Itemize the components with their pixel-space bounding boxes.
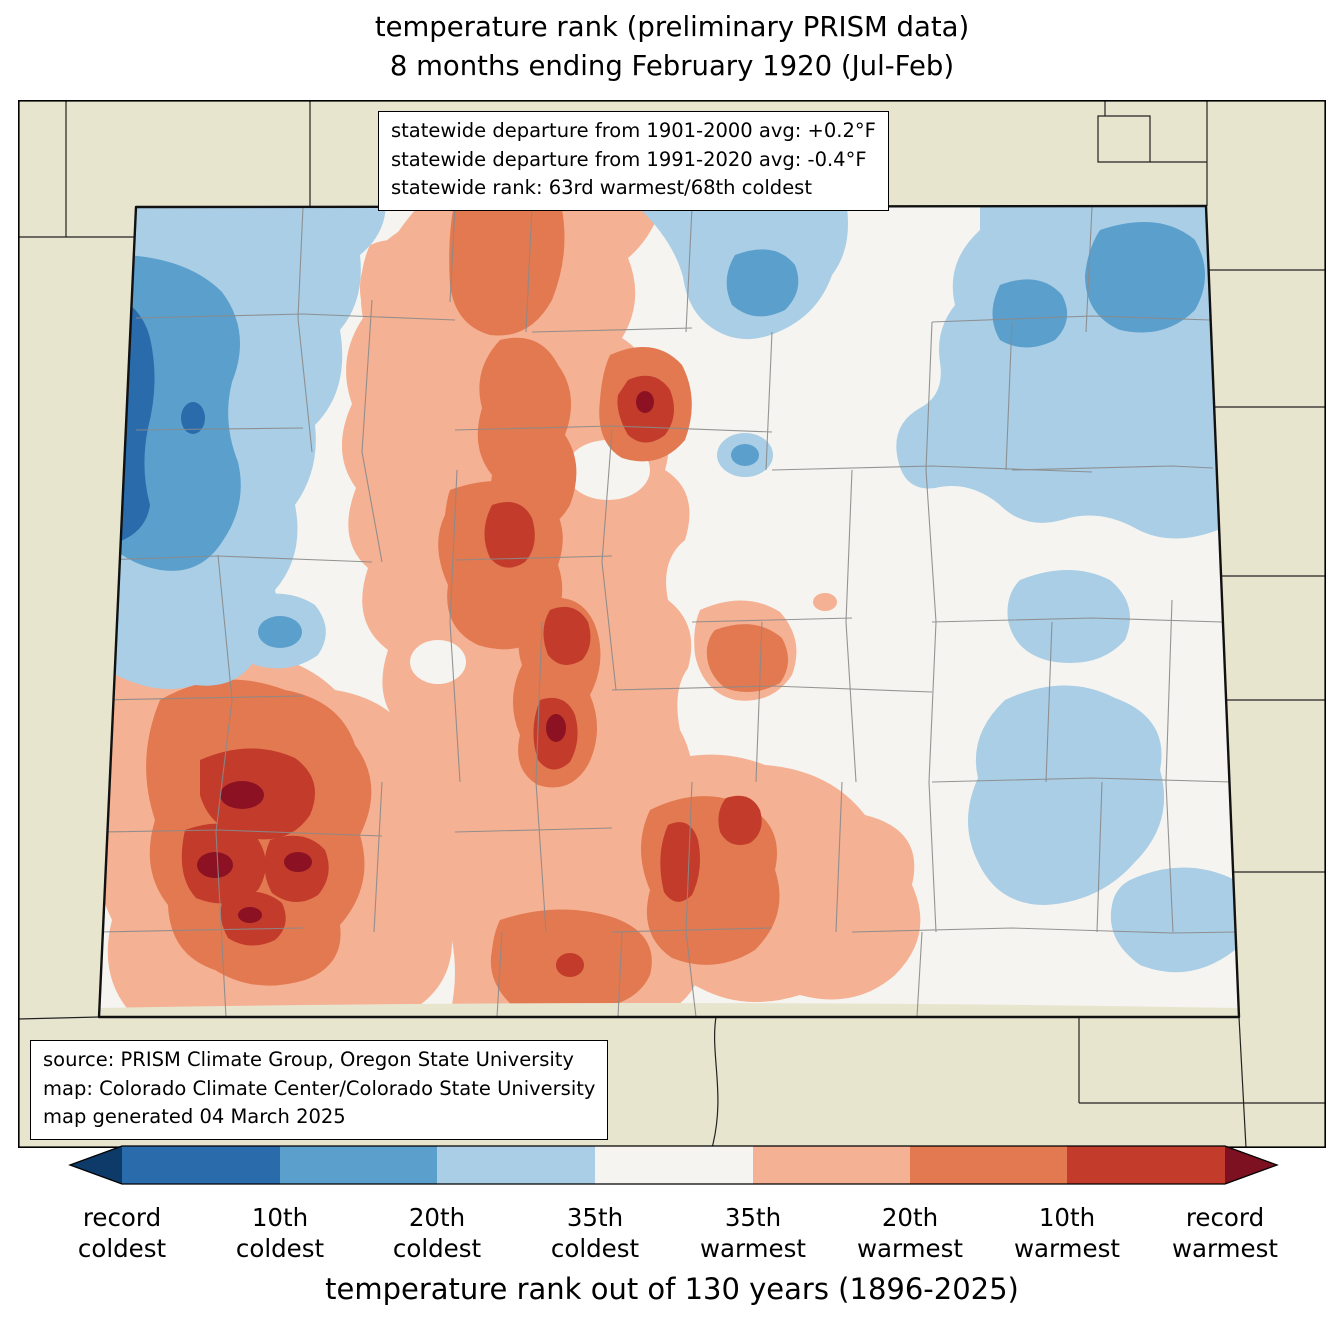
rank-colorbar <box>68 1145 1279 1185</box>
colorbar-segment <box>753 1146 910 1184</box>
colorbar-left-arrow <box>70 1146 122 1184</box>
colorbar-label-record-coldest: record coldest <box>77 1203 167 1263</box>
colorbar-segment <box>910 1146 1067 1184</box>
title-line-2: 8 months ending February 1920 (Jul-Feb) <box>389 50 955 82</box>
colorbar-label-10th-warmest: 10th warmest <box>1013 1203 1120 1263</box>
colorbar-label-35th-warmest: 35th warmest <box>699 1203 806 1263</box>
source-credit-box: source: PRISM Climate Group, Oregon Stat… <box>30 1040 609 1140</box>
warm-medium-regions <box>146 206 789 1012</box>
colorbar-segment <box>122 1146 280 1184</box>
colorbar-label-20th-warmest: 20th warmest <box>856 1203 963 1263</box>
colorbar-label-35th-coldest: 35th coldest <box>550 1203 640 1263</box>
colorbar-segment <box>1067 1146 1225 1184</box>
stats-line-3: statewide rank: 63rd warmest/68th coldes… <box>391 176 812 199</box>
colorbar-label-20th-coldest: 20th coldest <box>392 1203 482 1263</box>
warm-extreme-regions <box>197 391 654 923</box>
source-line-2: map: Colorado Climate Center/Colorado St… <box>43 1076 596 1100</box>
statewide-stats-box: statewide departure from 1901-2000 avg: … <box>378 111 889 211</box>
source-line-3: map generated 04 March 2025 <box>43 1105 346 1128</box>
neighbor-state-lines <box>18 100 1326 1148</box>
stats-line-1: statewide departure from 1901-2000 avg: … <box>391 119 876 142</box>
colorbar-label-10th-coldest: 10th coldest <box>235 1203 325 1263</box>
colorbar-right-arrow <box>1225 1146 1277 1184</box>
south-border-strip <box>99 1003 1239 1017</box>
colorbar-outline <box>68 1145 1279 1185</box>
colorado-temperature-rank-map <box>18 100 1326 1148</box>
county-boundaries <box>99 206 1238 1017</box>
colorbar-segment <box>595 1146 753 1184</box>
source-line-1: source: PRISM Climate Group, Oregon Stat… <box>43 1048 574 1071</box>
colorbar-caption: temperature rank out of 130 years (1896-… <box>325 1272 1019 1306</box>
colorbar-label-record-warmest: record warmest <box>1171 1203 1278 1263</box>
page-title: temperature rank (preliminary PRISM data… <box>0 8 1344 86</box>
title-line-1: temperature rank (preliminary PRISM data… <box>374 11 970 43</box>
colorbar-segment <box>280 1146 437 1184</box>
colorbar-segment <box>437 1146 595 1184</box>
stats-line-2: statewide departure from 1991-2020 avg: … <box>391 147 867 171</box>
